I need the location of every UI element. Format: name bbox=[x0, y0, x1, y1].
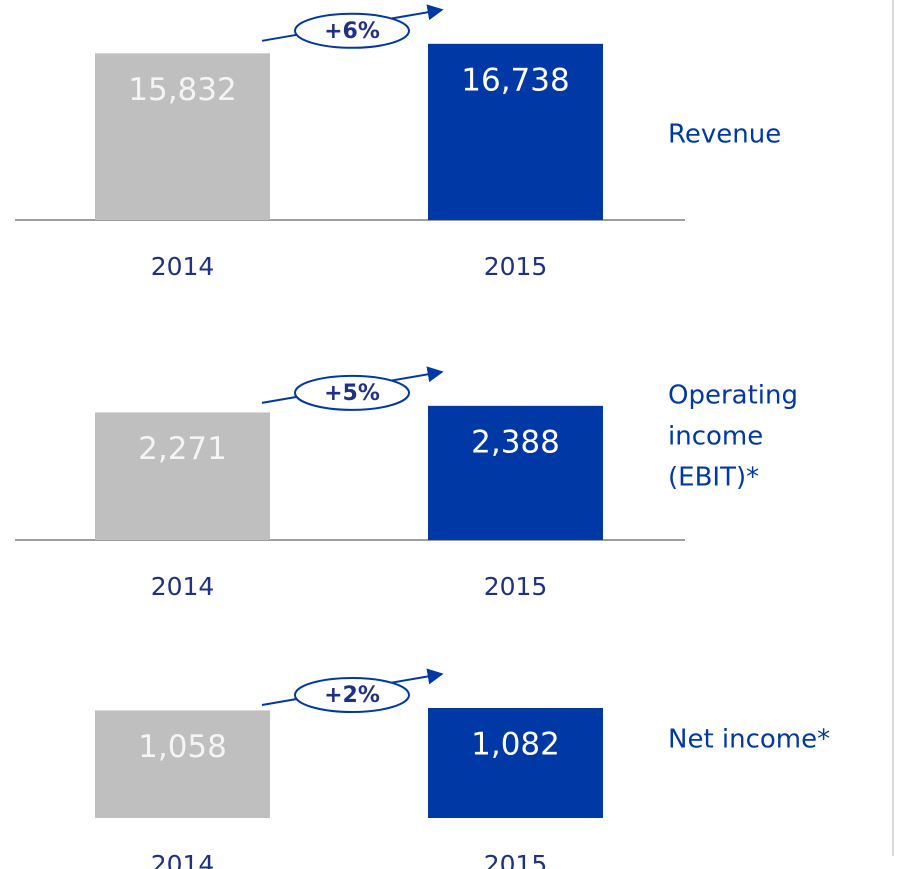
x-tick-label: 2015 bbox=[484, 850, 548, 869]
value-label: 2,388 bbox=[471, 424, 560, 460]
bar bbox=[428, 405, 603, 540]
value-label: 16,738 bbox=[461, 62, 569, 98]
value-label: 1,082 bbox=[471, 726, 560, 762]
bar bbox=[95, 53, 270, 221]
metric-label: (EBIT)* bbox=[668, 463, 759, 493]
metric-label: Operating bbox=[668, 381, 798, 411]
value-label: 1,058 bbox=[138, 729, 227, 765]
bar bbox=[428, 43, 603, 220]
growth-label: +2% bbox=[324, 683, 380, 708]
metric-label: income bbox=[668, 422, 763, 452]
bar bbox=[428, 707, 603, 818]
growth-badge bbox=[294, 12, 410, 49]
value-label: 15,832 bbox=[128, 72, 236, 108]
metric-label: Net income* bbox=[668, 725, 830, 755]
bar bbox=[95, 412, 270, 540]
x-tick-label: 2014 bbox=[151, 850, 215, 869]
growth-label: +6% bbox=[324, 19, 380, 44]
x-tick-label: 2014 bbox=[151, 252, 215, 281]
growth-badge bbox=[294, 374, 410, 411]
metric-label: Revenue bbox=[668, 120, 781, 150]
x-tick-label: 2014 bbox=[151, 572, 215, 601]
value-label: 2,271 bbox=[138, 431, 227, 467]
growth-label: +5% bbox=[324, 381, 380, 406]
bar bbox=[95, 710, 270, 818]
x-tick-label: 2015 bbox=[484, 252, 548, 281]
x-tick-label: 2015 bbox=[484, 572, 548, 601]
growth-badge bbox=[294, 676, 410, 713]
